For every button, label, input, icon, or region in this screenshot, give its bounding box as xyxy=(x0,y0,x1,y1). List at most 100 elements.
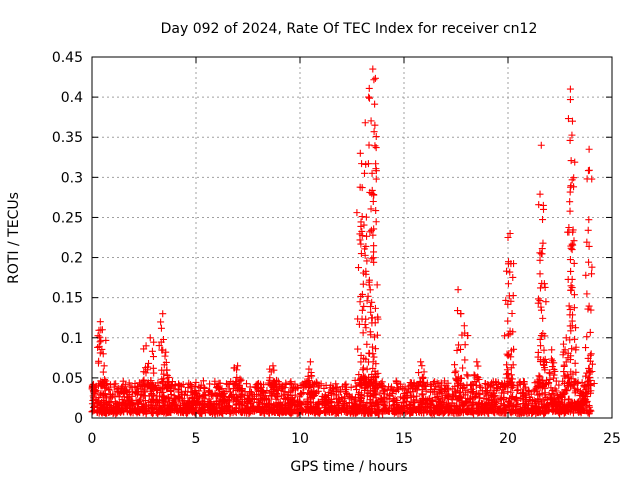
data-point xyxy=(477,383,485,391)
data-point xyxy=(451,361,459,369)
data-point xyxy=(539,239,547,247)
data-point xyxy=(548,346,556,354)
data-point xyxy=(467,388,475,396)
data-point xyxy=(461,341,469,349)
data-point xyxy=(570,259,578,267)
data-point xyxy=(333,388,341,396)
data-point xyxy=(457,345,465,353)
data-point xyxy=(370,76,378,84)
data-point xyxy=(362,242,370,250)
data-point xyxy=(501,332,509,340)
data-point xyxy=(234,398,242,406)
data-point xyxy=(405,385,413,393)
data-point xyxy=(192,378,200,386)
data-point xyxy=(474,362,482,370)
data-point xyxy=(455,341,463,349)
data-point xyxy=(356,381,364,389)
data-point xyxy=(368,298,376,306)
data-point xyxy=(260,409,268,417)
data-point xyxy=(306,390,314,398)
data-point xyxy=(505,398,513,406)
data-point xyxy=(272,406,280,414)
data-point xyxy=(505,351,513,359)
data-point xyxy=(261,400,269,408)
data-point xyxy=(525,409,533,417)
data-point xyxy=(566,256,574,264)
data-point xyxy=(377,381,385,389)
data-point xyxy=(136,395,144,403)
y-tick-label: 0.35 xyxy=(52,130,83,146)
y-tick-label: 0.3 xyxy=(61,170,83,186)
data-point xyxy=(476,382,484,390)
data-point xyxy=(557,398,565,406)
data-point xyxy=(512,395,520,403)
data-point xyxy=(532,398,540,406)
data-point xyxy=(372,407,380,415)
data-point xyxy=(228,392,236,400)
data-point xyxy=(549,398,557,406)
data-point xyxy=(176,393,184,401)
data-point xyxy=(488,379,496,387)
data-point xyxy=(503,361,511,369)
data-point xyxy=(111,392,119,400)
data-point xyxy=(290,406,298,414)
data-point xyxy=(132,388,140,396)
y-tick-label: 0.05 xyxy=(52,371,83,387)
data-point xyxy=(269,387,277,395)
data-point xyxy=(236,377,244,385)
data-point xyxy=(583,333,591,341)
data-point xyxy=(236,408,244,416)
data-point xyxy=(357,250,365,258)
data-point xyxy=(279,384,287,392)
data-point xyxy=(150,338,158,346)
y-tick-label: 0 xyxy=(74,411,83,427)
data-point xyxy=(297,407,305,415)
data-point xyxy=(537,306,545,314)
data-point xyxy=(457,310,465,318)
data-point xyxy=(400,393,408,401)
data-point xyxy=(490,386,498,394)
data-point xyxy=(588,263,596,271)
data-point xyxy=(362,315,370,323)
data-point xyxy=(157,318,165,326)
data-point xyxy=(366,396,374,404)
data-point xyxy=(479,404,487,412)
data-point xyxy=(363,389,371,397)
data-point xyxy=(590,380,598,388)
data-point xyxy=(96,349,104,357)
data-point xyxy=(459,382,467,390)
data-point xyxy=(149,364,157,372)
data-point xyxy=(481,380,489,388)
data-point xyxy=(536,190,544,198)
data-point xyxy=(481,390,489,398)
data-point xyxy=(95,357,103,365)
data-point xyxy=(134,408,142,416)
data-point xyxy=(566,406,574,414)
data-point xyxy=(103,403,111,411)
data-point xyxy=(156,407,164,415)
data-point xyxy=(536,380,544,388)
data-point xyxy=(367,308,375,316)
data-point xyxy=(388,390,396,398)
data-point xyxy=(370,191,378,199)
data-point xyxy=(492,378,500,386)
y-tick-labels: 0 0.05 0.1 0.15 0.2 0.25 0.3 0.35 0.4 0.45 xyxy=(52,50,83,427)
data-point xyxy=(455,409,463,417)
data-point xyxy=(141,407,149,415)
data-point xyxy=(360,398,368,406)
data-point xyxy=(459,402,467,410)
data-point xyxy=(314,400,322,408)
data-point xyxy=(243,380,251,388)
data-point xyxy=(263,405,271,413)
data-point xyxy=(176,401,184,409)
data-point xyxy=(564,275,572,283)
data-point xyxy=(154,383,162,391)
data-point xyxy=(420,368,428,376)
data-point xyxy=(112,380,120,388)
data-point xyxy=(95,409,103,417)
data-point xyxy=(463,405,471,413)
data-point xyxy=(455,395,463,403)
data-point xyxy=(421,400,429,408)
data-point xyxy=(538,389,546,397)
data-point xyxy=(427,409,435,417)
